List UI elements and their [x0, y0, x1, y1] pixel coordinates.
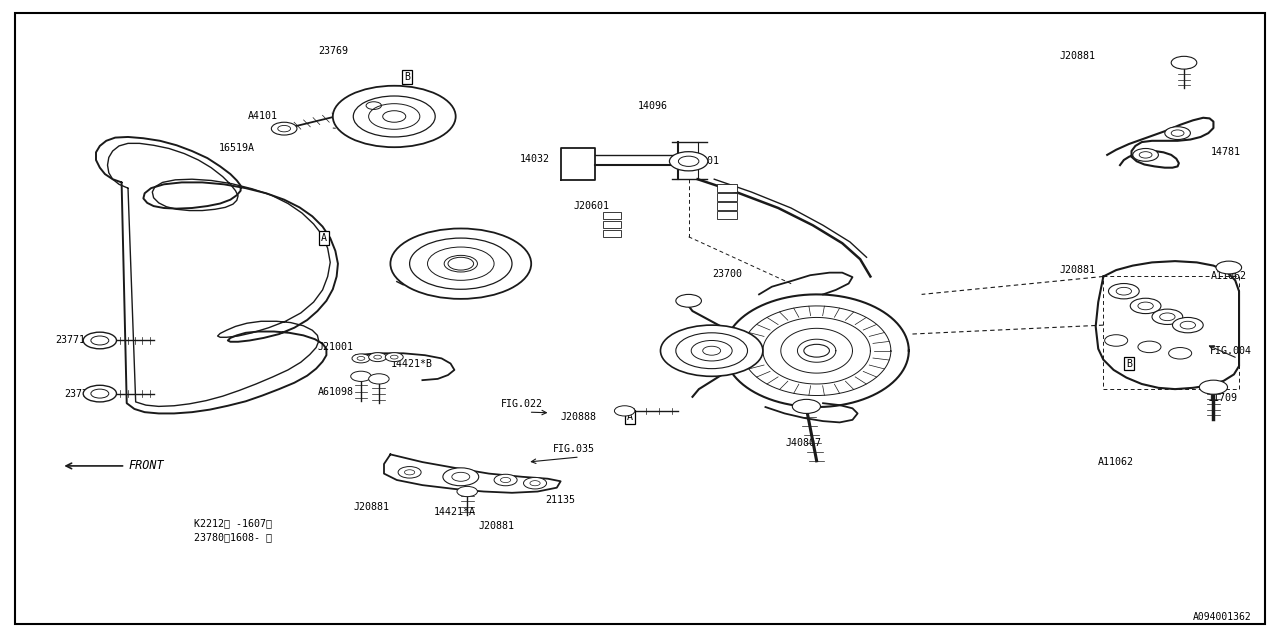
- Circle shape: [1138, 341, 1161, 353]
- Circle shape: [1133, 148, 1158, 161]
- Circle shape: [524, 477, 547, 489]
- Text: 14096: 14096: [637, 100, 668, 111]
- Text: J20881: J20881: [479, 521, 515, 531]
- Text: B: B: [1126, 358, 1132, 369]
- Bar: [717, 202, 737, 210]
- Circle shape: [494, 474, 517, 486]
- Circle shape: [271, 122, 297, 135]
- Bar: [717, 211, 737, 219]
- Text: B: B: [404, 72, 410, 82]
- Circle shape: [703, 346, 721, 355]
- Text: 16519A: 16519A: [219, 143, 255, 154]
- Text: J20881: J20881: [1060, 51, 1096, 61]
- Circle shape: [1105, 335, 1128, 346]
- Circle shape: [1165, 127, 1190, 140]
- Text: FIG.022: FIG.022: [502, 399, 543, 410]
- Circle shape: [676, 294, 701, 307]
- Text: 14421*B: 14421*B: [392, 358, 433, 369]
- Text: A: A: [627, 412, 632, 422]
- Circle shape: [691, 340, 732, 361]
- Circle shape: [83, 332, 116, 349]
- Text: FRONT: FRONT: [128, 460, 164, 472]
- Circle shape: [444, 255, 477, 272]
- Circle shape: [369, 353, 387, 362]
- Circle shape: [1172, 317, 1203, 333]
- Text: 23700: 23700: [712, 269, 742, 279]
- Circle shape: [448, 257, 474, 270]
- Circle shape: [353, 96, 435, 137]
- Circle shape: [1171, 56, 1197, 69]
- Text: A: A: [321, 233, 326, 243]
- Circle shape: [676, 333, 748, 369]
- Text: 14421*A: 14421*A: [434, 507, 475, 517]
- Text: 14032: 14032: [520, 154, 550, 164]
- Text: J20881: J20881: [353, 502, 389, 512]
- Polygon shape: [1096, 261, 1239, 389]
- Circle shape: [804, 344, 829, 357]
- Circle shape: [1199, 380, 1228, 394]
- Text: A4101: A4101: [247, 111, 278, 122]
- Circle shape: [443, 468, 479, 486]
- Circle shape: [1130, 298, 1161, 314]
- Polygon shape: [1107, 118, 1213, 168]
- Polygon shape: [348, 92, 407, 121]
- Text: A11062: A11062: [1098, 457, 1134, 467]
- Circle shape: [1152, 309, 1183, 324]
- Circle shape: [410, 238, 512, 289]
- Text: FIG.022: FIG.022: [417, 237, 458, 247]
- Circle shape: [457, 486, 477, 497]
- Circle shape: [614, 406, 635, 416]
- Text: FIG.035: FIG.035: [553, 444, 594, 454]
- Circle shape: [1216, 261, 1242, 274]
- Text: A61098: A61098: [317, 387, 353, 397]
- Text: 23771: 23771: [55, 335, 86, 346]
- Circle shape: [351, 371, 371, 381]
- Bar: [717, 184, 737, 192]
- Bar: [603, 230, 621, 237]
- Text: 11709: 11709: [1207, 393, 1238, 403]
- Text: A11062: A11062: [1211, 271, 1247, 282]
- Text: J20601: J20601: [684, 156, 719, 166]
- Circle shape: [792, 399, 820, 413]
- Circle shape: [669, 152, 708, 171]
- Polygon shape: [356, 353, 454, 380]
- Text: 23770: 23770: [445, 269, 476, 279]
- Circle shape: [1108, 284, 1139, 299]
- Circle shape: [398, 467, 421, 478]
- Bar: [603, 221, 621, 228]
- Circle shape: [333, 86, 456, 147]
- Text: FIG.004: FIG.004: [1211, 346, 1252, 356]
- Circle shape: [352, 354, 370, 363]
- Text: J20601: J20601: [573, 201, 609, 211]
- Polygon shape: [724, 294, 909, 407]
- Circle shape: [83, 385, 116, 402]
- Circle shape: [1169, 348, 1192, 359]
- Text: K2212〈 -1607〉: K2212〈 -1607〉: [195, 518, 271, 529]
- Circle shape: [390, 228, 531, 299]
- Circle shape: [369, 104, 420, 129]
- Circle shape: [385, 353, 403, 362]
- Bar: [603, 212, 621, 219]
- Text: J20881: J20881: [1060, 265, 1096, 275]
- Circle shape: [428, 247, 494, 280]
- Text: 23780〈1608- 〉: 23780〈1608- 〉: [195, 532, 271, 543]
- Polygon shape: [384, 454, 561, 493]
- Circle shape: [383, 111, 406, 122]
- Text: 23772: 23772: [64, 388, 95, 399]
- Bar: [717, 193, 737, 201]
- Text: J40807: J40807: [786, 438, 822, 448]
- Text: J21001: J21001: [317, 342, 353, 352]
- Circle shape: [369, 374, 389, 384]
- Circle shape: [660, 325, 763, 376]
- Text: 21135: 21135: [545, 495, 576, 506]
- Text: J20888: J20888: [561, 412, 596, 422]
- Text: A094001362: A094001362: [1193, 612, 1252, 622]
- Text: 23769: 23769: [317, 46, 348, 56]
- Text: 14781: 14781: [1211, 147, 1242, 157]
